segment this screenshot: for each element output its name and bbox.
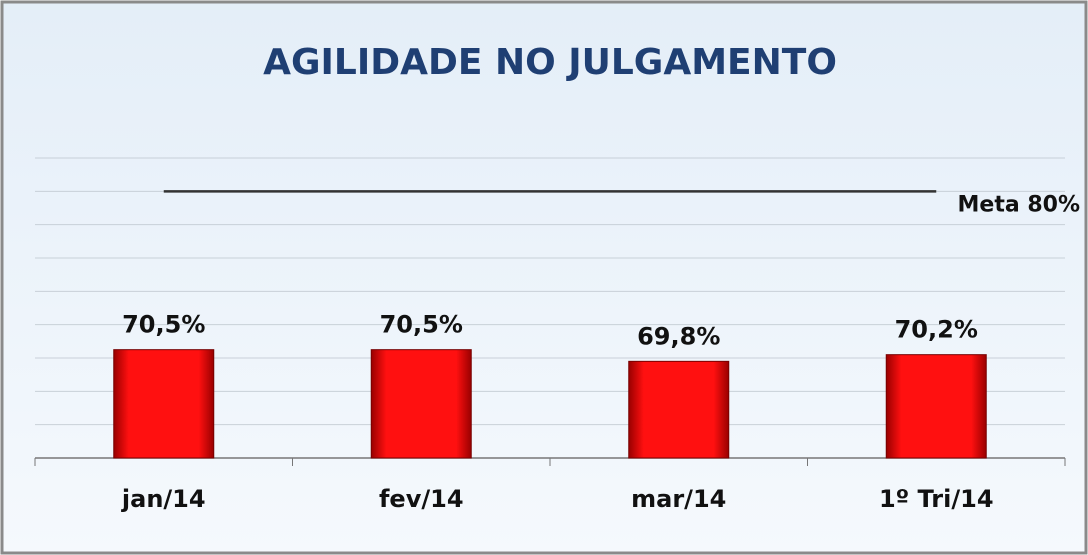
chart-title: AGILIDADE NO JULGAMENTO	[263, 42, 837, 83]
bar	[885, 354, 987, 459]
target-label: Meta 80%	[958, 192, 1081, 217]
data-label: 70,2%	[895, 316, 978, 344]
bar	[628, 360, 730, 459]
x-tick-label: fev/14	[379, 485, 464, 513]
x-tick-label: mar/14	[631, 485, 726, 513]
data-label: 70,5%	[122, 311, 205, 339]
bar	[113, 349, 215, 459]
x-tick-label: 1º Tri/14	[879, 485, 994, 513]
data-label: 69,8%	[637, 322, 720, 350]
data-label: 70,5%	[380, 311, 463, 339]
x-tick-label: jan/14	[121, 485, 206, 513]
bar	[370, 349, 472, 459]
